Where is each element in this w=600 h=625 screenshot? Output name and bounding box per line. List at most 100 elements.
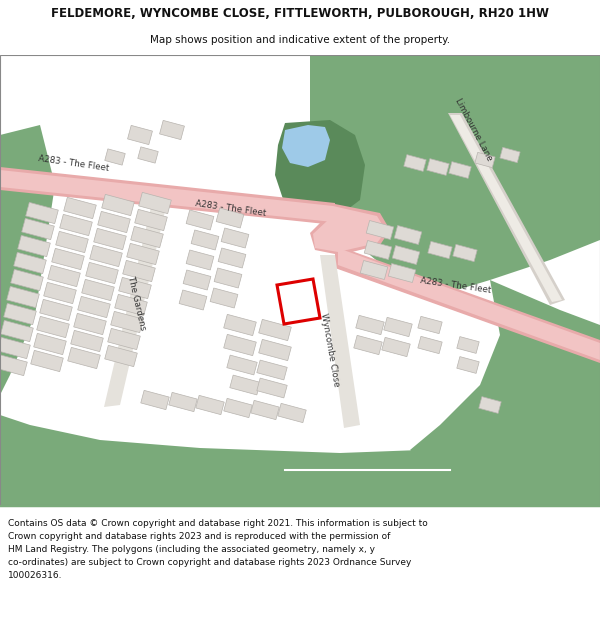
Polygon shape xyxy=(418,336,442,354)
Polygon shape xyxy=(453,244,477,262)
Polygon shape xyxy=(354,336,382,354)
Polygon shape xyxy=(169,392,197,412)
Polygon shape xyxy=(394,226,422,244)
Text: The Gardens: The Gardens xyxy=(127,275,148,331)
Polygon shape xyxy=(183,270,211,290)
Polygon shape xyxy=(110,311,143,332)
Text: Map shows position and indicative extent of the property.: Map shows position and indicative extent… xyxy=(150,34,450,44)
Polygon shape xyxy=(11,269,43,291)
Polygon shape xyxy=(1,321,34,342)
Polygon shape xyxy=(40,299,73,321)
Polygon shape xyxy=(448,113,565,305)
Polygon shape xyxy=(320,255,360,428)
Polygon shape xyxy=(82,279,115,301)
Polygon shape xyxy=(101,194,134,216)
Polygon shape xyxy=(141,391,169,409)
Polygon shape xyxy=(186,210,214,230)
Polygon shape xyxy=(428,241,452,259)
Polygon shape xyxy=(0,170,333,222)
Polygon shape xyxy=(115,294,148,316)
Polygon shape xyxy=(218,248,246,268)
Polygon shape xyxy=(224,314,256,336)
Polygon shape xyxy=(31,351,64,372)
Polygon shape xyxy=(119,278,151,299)
Polygon shape xyxy=(221,228,249,248)
Polygon shape xyxy=(37,316,70,338)
Text: A283 - The Fleet: A283 - The Fleet xyxy=(420,276,492,294)
Polygon shape xyxy=(98,211,130,232)
Polygon shape xyxy=(131,226,163,248)
Polygon shape xyxy=(104,190,170,407)
Polygon shape xyxy=(410,280,600,505)
Polygon shape xyxy=(500,148,520,162)
Polygon shape xyxy=(179,290,207,310)
Text: Limbourne Lane: Limbourne Lane xyxy=(453,97,494,163)
Text: A283 - The Fleet: A283 - The Fleet xyxy=(38,154,110,173)
Polygon shape xyxy=(216,208,244,228)
Polygon shape xyxy=(338,248,600,360)
Polygon shape xyxy=(313,206,386,252)
Polygon shape xyxy=(52,248,85,269)
Polygon shape xyxy=(14,253,46,274)
Polygon shape xyxy=(139,192,172,214)
Polygon shape xyxy=(44,282,76,304)
Polygon shape xyxy=(275,120,365,220)
Polygon shape xyxy=(404,154,426,171)
Polygon shape xyxy=(427,159,449,176)
Polygon shape xyxy=(0,125,55,395)
Polygon shape xyxy=(0,120,510,455)
Polygon shape xyxy=(382,338,410,357)
Polygon shape xyxy=(160,121,184,139)
Polygon shape xyxy=(71,331,103,352)
Polygon shape xyxy=(224,334,256,356)
Polygon shape xyxy=(59,214,92,236)
Polygon shape xyxy=(310,55,600,295)
Polygon shape xyxy=(128,126,152,144)
Polygon shape xyxy=(230,375,260,395)
Text: A283 - The Fleet: A283 - The Fleet xyxy=(195,199,267,217)
Polygon shape xyxy=(56,231,88,253)
Polygon shape xyxy=(127,243,160,264)
Polygon shape xyxy=(0,338,31,359)
Polygon shape xyxy=(0,354,28,376)
Polygon shape xyxy=(310,203,390,255)
Polygon shape xyxy=(449,162,471,178)
Polygon shape xyxy=(257,378,287,398)
Polygon shape xyxy=(384,318,412,337)
Polygon shape xyxy=(77,296,110,318)
Polygon shape xyxy=(259,339,292,361)
Polygon shape xyxy=(191,230,219,250)
Polygon shape xyxy=(107,328,140,349)
Polygon shape xyxy=(89,246,122,267)
Polygon shape xyxy=(335,245,600,363)
Polygon shape xyxy=(457,337,479,353)
Polygon shape xyxy=(138,147,158,163)
Polygon shape xyxy=(186,250,214,270)
Polygon shape xyxy=(26,202,58,224)
Polygon shape xyxy=(479,397,501,413)
Text: FELDEMORE, WYNCOMBE CLOSE, FITTLEWORTH, PULBOROUGH, RH20 1HW: FELDEMORE, WYNCOMBE CLOSE, FITTLEWORTH, … xyxy=(51,8,549,20)
Polygon shape xyxy=(17,236,50,257)
Polygon shape xyxy=(0,167,335,225)
Polygon shape xyxy=(282,125,330,167)
Polygon shape xyxy=(259,319,292,341)
Polygon shape xyxy=(68,348,100,369)
Polygon shape xyxy=(251,401,279,419)
Polygon shape xyxy=(364,241,392,259)
Polygon shape xyxy=(86,262,118,284)
Polygon shape xyxy=(104,346,137,367)
Polygon shape xyxy=(47,266,80,287)
Polygon shape xyxy=(74,313,106,334)
Text: Wyncombe Close: Wyncombe Close xyxy=(319,312,341,388)
Polygon shape xyxy=(224,398,252,418)
Polygon shape xyxy=(4,303,37,324)
Polygon shape xyxy=(0,415,600,505)
Polygon shape xyxy=(210,288,238,308)
Polygon shape xyxy=(418,316,442,334)
Polygon shape xyxy=(475,152,495,168)
Polygon shape xyxy=(134,209,167,231)
Polygon shape xyxy=(64,198,97,219)
Polygon shape xyxy=(105,149,125,165)
Polygon shape xyxy=(22,218,55,239)
Text: Contains OS data © Crown copyright and database right 2021. This information is : Contains OS data © Crown copyright and d… xyxy=(8,519,428,580)
